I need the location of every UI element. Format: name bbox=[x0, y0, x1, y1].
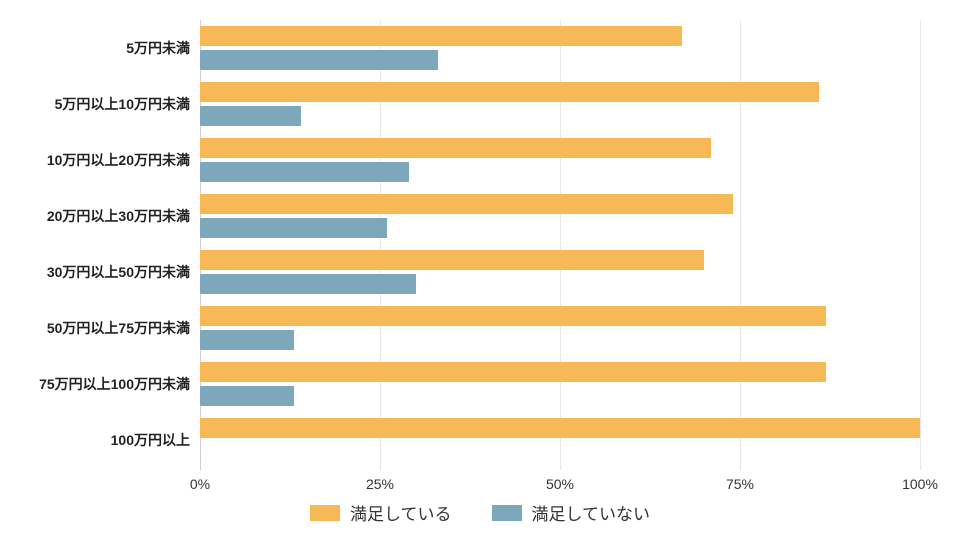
bar bbox=[200, 106, 301, 126]
bar bbox=[200, 306, 826, 326]
y-axis-label: 75万円以上100万円未満 bbox=[39, 374, 200, 394]
bar bbox=[200, 194, 733, 214]
bar bbox=[200, 82, 819, 102]
x-tick-label: 50% bbox=[546, 476, 574, 492]
bar bbox=[200, 250, 704, 270]
legend-swatch bbox=[310, 505, 340, 521]
y-axis-label: 5万円未満 bbox=[126, 38, 200, 58]
x-gridline bbox=[920, 20, 921, 470]
bar bbox=[200, 386, 294, 406]
category-row: 50万円以上75万円未満 bbox=[200, 306, 920, 350]
y-axis-label: 20万円以上30万円未満 bbox=[47, 206, 200, 226]
chart-container: 0% 25% 50% 75% 100% 5万円未満 5万円以上10万円未満 10万円以上20万… bbox=[0, 0, 960, 540]
x-tick-label: 0% bbox=[190, 476, 210, 492]
bar bbox=[200, 274, 416, 294]
category-row: 100万円以上 bbox=[200, 418, 920, 462]
bar bbox=[200, 330, 294, 350]
legend-label: 満足していない bbox=[532, 500, 651, 525]
category-row: 5万円未満 bbox=[200, 26, 920, 70]
category-row: 5万円以上10万円未満 bbox=[200, 82, 920, 126]
legend: 満足している 満足していない bbox=[0, 500, 960, 525]
category-row: 30万円以上50万円未満 bbox=[200, 250, 920, 294]
y-axis-label: 100万円以上 bbox=[111, 430, 200, 450]
bar bbox=[200, 418, 920, 438]
plot-area: 0%25%50%75%100%5万円未満5万円以上10万円未満10万円以上20万… bbox=[200, 20, 920, 470]
legend-swatch bbox=[492, 505, 522, 521]
bar bbox=[200, 162, 409, 182]
y-axis-label: 5万円以上10万円未満 bbox=[55, 94, 200, 114]
legend-item: 満足していない bbox=[492, 500, 651, 525]
category-row: 10万円以上20万円未満 bbox=[200, 138, 920, 182]
x-tick-label: 100% bbox=[902, 476, 938, 492]
x-tick-label: 75% bbox=[726, 476, 754, 492]
x-tick-label: 25% bbox=[366, 476, 394, 492]
category-row: 75万円以上100万円未満 bbox=[200, 362, 920, 406]
y-axis-label: 30万円以上50万円未満 bbox=[47, 262, 200, 282]
y-axis-label: 50万円以上75万円未満 bbox=[47, 318, 200, 338]
bar bbox=[200, 26, 682, 46]
bar bbox=[200, 362, 826, 382]
category-row: 20万円以上30万円未満 bbox=[200, 194, 920, 238]
bar bbox=[200, 138, 711, 158]
legend-label: 満足している bbox=[350, 500, 452, 525]
bar bbox=[200, 218, 387, 238]
y-axis-label: 10万円以上20万円未満 bbox=[47, 150, 200, 170]
bar bbox=[200, 50, 438, 70]
legend-item: 満足している bbox=[310, 500, 452, 525]
